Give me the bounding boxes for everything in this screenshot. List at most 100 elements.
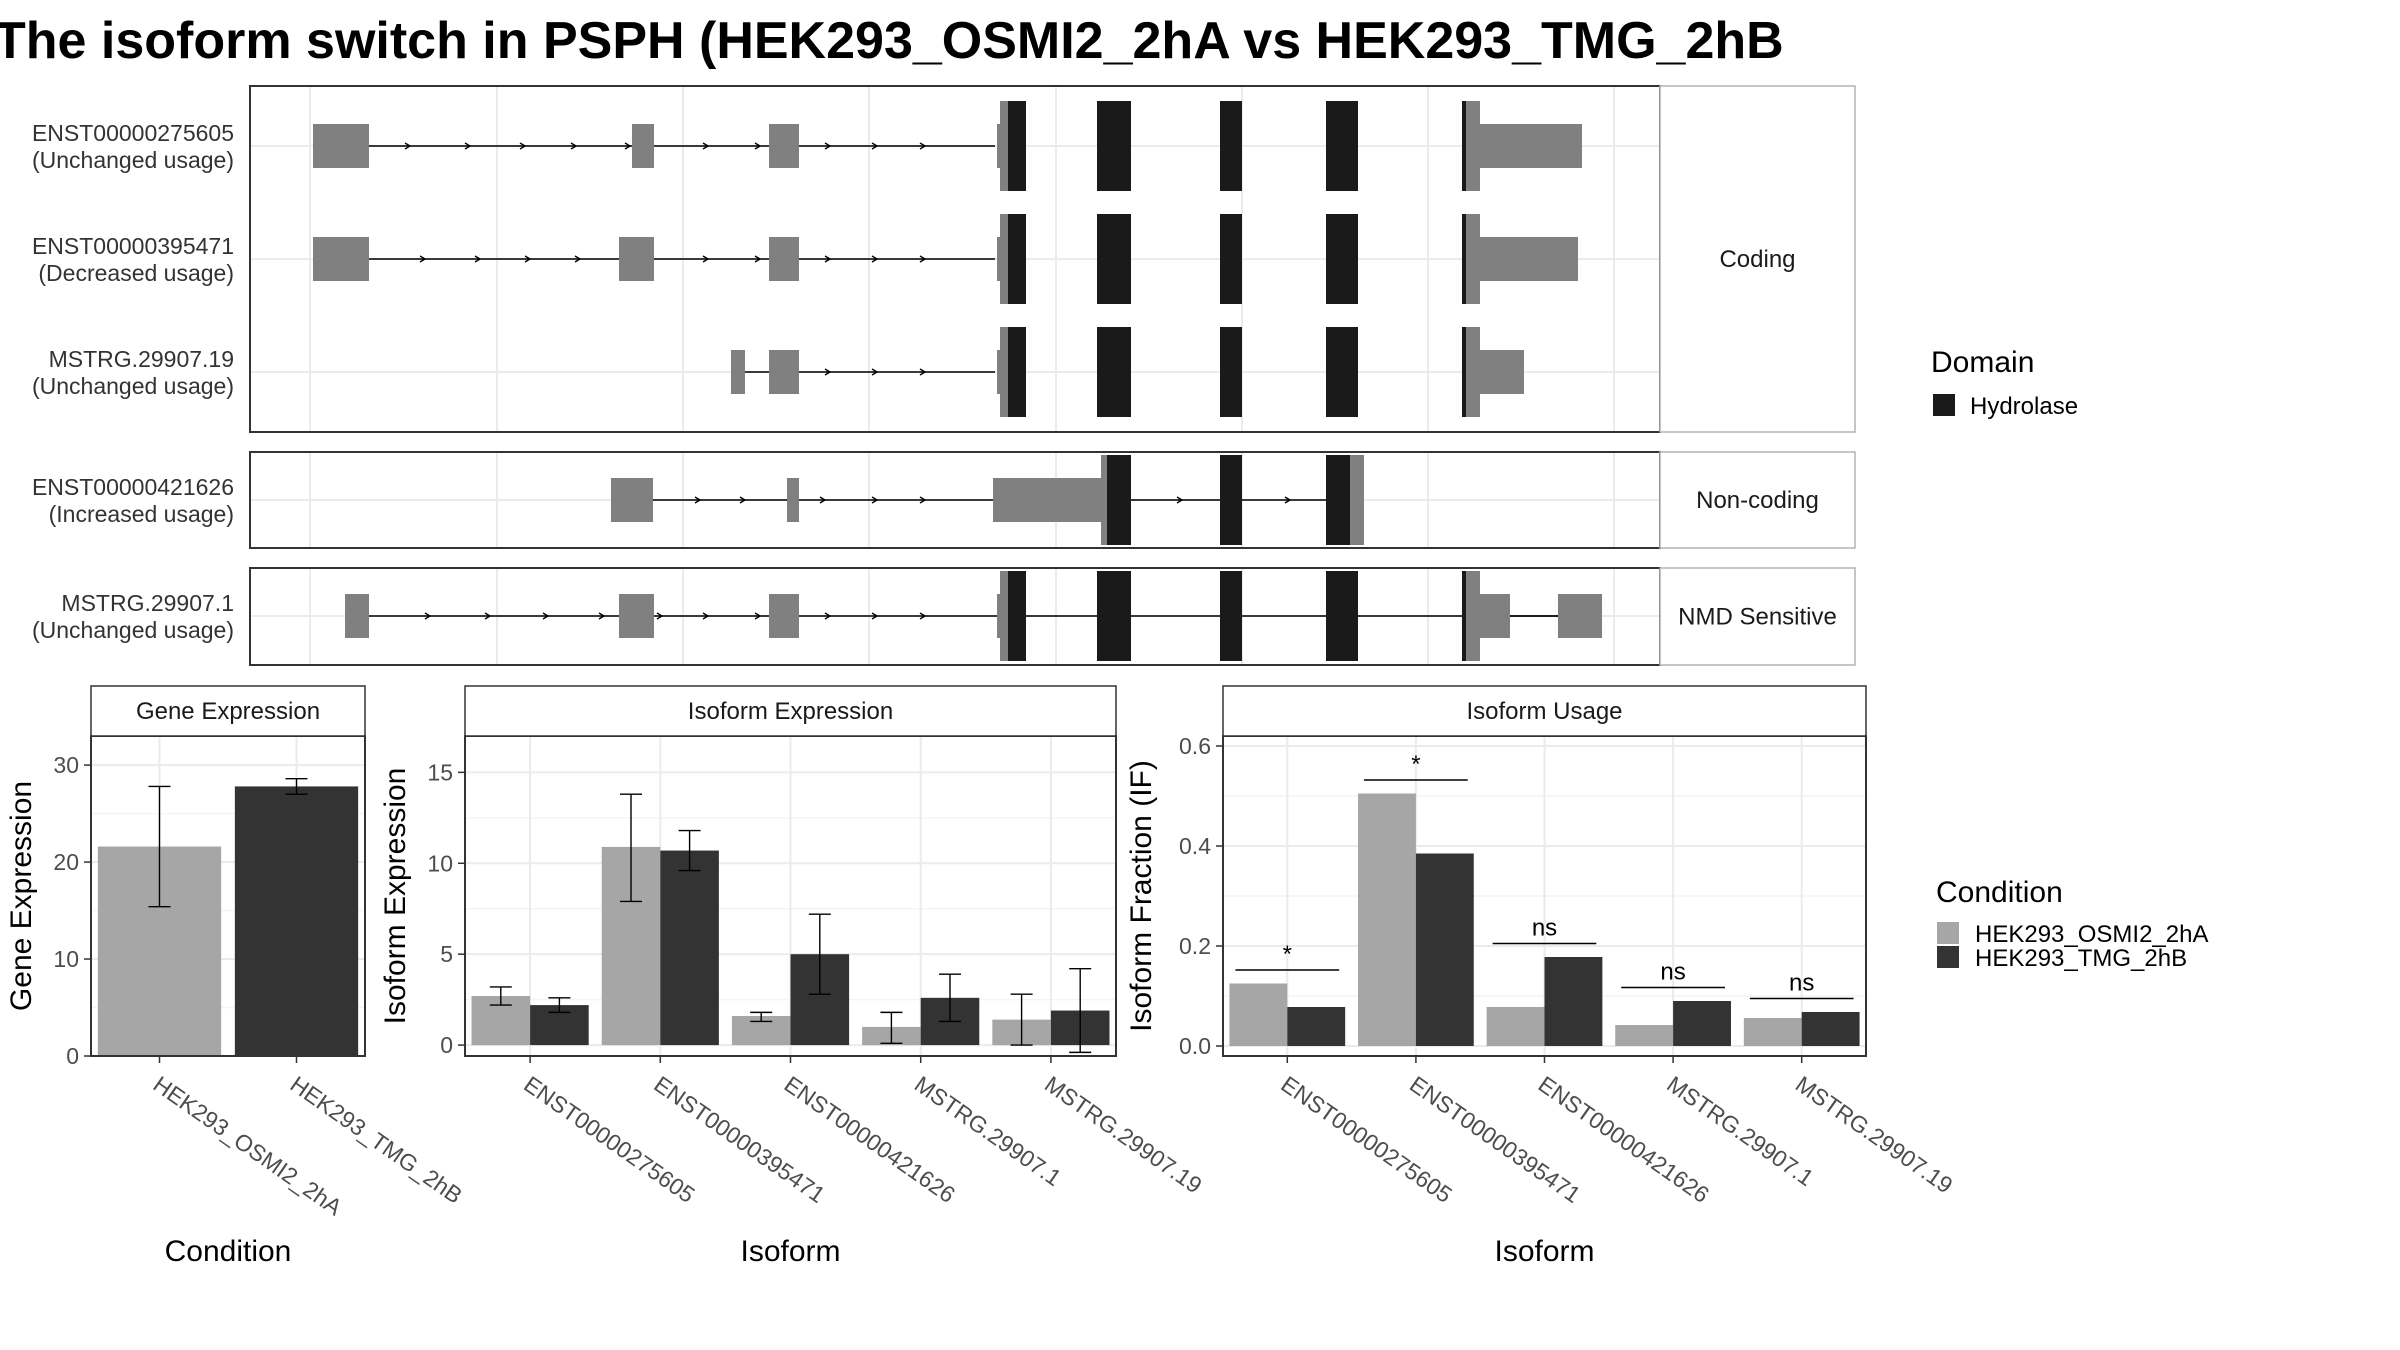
condition-legend-label: HEK293_OSMI2_2hA (1975, 921, 2208, 948)
panel-strip-label: Gene Expression (136, 698, 320, 725)
intron-arrow (519, 142, 527, 150)
intron-arrow (702, 142, 710, 150)
bar (1615, 1025, 1674, 1046)
facet-strip-label: NMD Sensitive (1678, 604, 1837, 631)
exon-block (1350, 478, 1355, 522)
cds-block (1000, 571, 1011, 661)
y-tick-label: 20 (53, 849, 79, 875)
isoform-usage-label: (Unchanged usage) (32, 373, 234, 399)
intron-arrow (570, 142, 578, 150)
x-axis-label: Isoform (1494, 1235, 1594, 1268)
isoform-usage-label: (Increased usage) (49, 501, 234, 527)
y-tick-label: 5 (440, 941, 453, 967)
exon-block (731, 350, 745, 394)
panel-strip-label: Isoform Usage (1466, 698, 1622, 725)
domain-block (1220, 571, 1242, 661)
intron-arrow (598, 612, 606, 620)
intron-arrow (424, 612, 432, 620)
cds-block (1000, 214, 1011, 304)
cds-block (1101, 455, 1110, 545)
exon-block (1028, 478, 1098, 522)
bar (660, 850, 719, 1046)
isoform-label: MSTRG.29907.1 (61, 590, 234, 616)
domain-block (1008, 101, 1026, 191)
domain-legend: Domain Hydrolase (1931, 346, 2078, 420)
intron-arrow (871, 496, 879, 504)
y-axis-label: Isoform Expression (379, 768, 412, 1025)
intron-arrow (824, 612, 832, 620)
facet-strip-label: Non-coding (1696, 487, 1819, 514)
facet-strip (1659, 85, 1856, 433)
exon-block (769, 237, 799, 281)
intron-arrow (524, 255, 532, 263)
condition-legend-swatch (1937, 922, 1959, 944)
cds-block (1000, 101, 1011, 191)
y-tick-label: 10 (53, 946, 79, 972)
domain-block (1326, 101, 1358, 191)
domain-block (1097, 327, 1131, 417)
domain-block (1220, 455, 1242, 545)
domain-legend-swatch (1933, 394, 1955, 416)
bar (1229, 983, 1288, 1046)
intron-arrow (919, 496, 927, 504)
domain-block (1326, 455, 1350, 545)
domain-block (1107, 455, 1131, 545)
exon-block (769, 124, 799, 168)
intron-arrow (824, 368, 832, 376)
intron-arrow (754, 142, 762, 150)
domain-block (1008, 327, 1026, 417)
domain-block (1220, 214, 1242, 304)
intron-arrow (702, 255, 710, 263)
isoform-structure-plot: ENST00000275605(Unchanged usage)ENST0000… (32, 85, 1856, 666)
intron-arrow (542, 612, 550, 620)
exon-block (769, 350, 799, 394)
intron-arrow (919, 368, 927, 376)
domain-block (1220, 327, 1242, 417)
significance-label: ns (1532, 915, 1557, 942)
intron-arrow (1176, 496, 1184, 504)
cds-block (1000, 327, 1011, 417)
y-tick-label: 0.6 (1179, 733, 1211, 759)
bar (1415, 853, 1474, 1046)
y-tick-label: 0 (66, 1043, 79, 1069)
isoform-usage-label: (Unchanged usage) (32, 617, 234, 643)
intron-arrow (484, 612, 492, 620)
domain-block (1326, 214, 1358, 304)
isoform-label: ENST00000395471 (32, 233, 234, 259)
intron-arrow (574, 255, 582, 263)
exon-block (632, 124, 654, 168)
isoform-label: ENST00000421626 (32, 474, 234, 500)
intron-arrow (694, 496, 702, 504)
intron-arrow (919, 612, 927, 620)
facet-strip-label: Coding (1719, 246, 1795, 273)
significance-label: * (1283, 941, 1292, 968)
intron-arrow (824, 142, 832, 150)
domain-legend-label: Hydrolase (1970, 393, 2078, 420)
bar (1743, 1018, 1802, 1046)
exon-block (993, 478, 1028, 522)
domain-block (1097, 101, 1131, 191)
condition-legend-swatch (1937, 946, 1959, 968)
y-tick-label: 10 (427, 850, 453, 876)
intron-arrow (702, 612, 710, 620)
domain-block (1008, 571, 1026, 661)
y-tick-label: 15 (427, 759, 453, 785)
intron-arrow (754, 612, 762, 620)
intron-arrow (419, 255, 427, 263)
facet-strip (1659, 567, 1856, 666)
domain-block (1462, 101, 1466, 191)
y-axis-label: Isoform Fraction (IF) (1125, 760, 1158, 1032)
facet-strip (1659, 451, 1856, 549)
domain-block (1326, 327, 1358, 417)
domain-block (1008, 214, 1026, 304)
exon-block (787, 478, 799, 522)
domain-block (1220, 101, 1242, 191)
bar (1801, 1012, 1860, 1046)
intron-arrow (819, 496, 827, 504)
exon-block (313, 237, 369, 281)
y-tick-label: 0.0 (1179, 1033, 1211, 1059)
intron-arrow (919, 142, 927, 150)
panel-strip (1222, 685, 1867, 737)
